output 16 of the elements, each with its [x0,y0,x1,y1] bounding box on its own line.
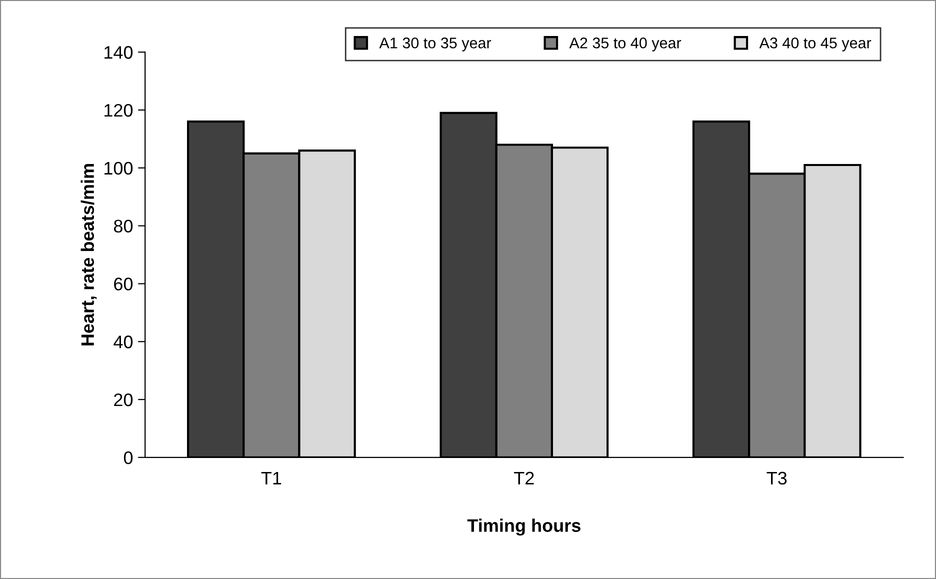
y-tick-label: 80 [114,220,133,233]
legend-label: A2 35 to 40 year [569,38,682,52]
x-tick-label: T2 [514,472,534,484]
legend-label: A3 40 to 45 year [759,38,872,52]
y-axis-title: Heart, rate beats/mim [80,164,97,346]
y-tick-label: 0 [124,451,133,464]
y-tick-label: 20 [114,393,133,406]
y-tick-label: 40 [114,336,133,348]
y-tick-label: 140 [104,46,133,59]
y-tick-label: 100 [104,162,133,175]
y-tick-label: 120 [104,104,133,117]
y-tick-label: 60 [114,278,133,290]
x-tick-label: T3 [766,472,787,485]
x-tick-label: T1 [261,472,282,484]
legend-label: A1 30 to 35 year [379,38,492,52]
x-axis-title: Timing hours [467,518,580,536]
